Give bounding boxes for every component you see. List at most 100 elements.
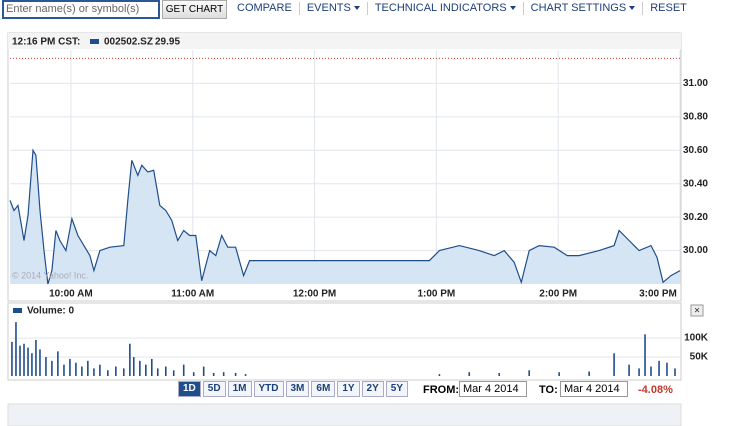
menu-item[interactable]: EVENTS — [300, 2, 368, 15]
volume-bar — [139, 360, 141, 376]
legend-value: 29.95 — [155, 37, 180, 48]
volume-bar — [145, 364, 147, 376]
y-tick-label: 30.00 — [683, 245, 708, 256]
volume-bar — [182, 364, 185, 376]
x-tick-label: 1:00 PM — [417, 289, 455, 300]
volume-bar — [628, 364, 630, 376]
x-tick-label: 10:00 AM — [49, 289, 93, 300]
volume-bar — [498, 372, 501, 376]
volume-bar — [87, 360, 89, 376]
x-tick-label: 11:00 AM — [171, 289, 214, 300]
from-label: FROM: — [423, 384, 460, 396]
menu-item[interactable]: COMPARE — [230, 2, 300, 15]
time-label: 12:16 PM CST: — [12, 37, 80, 48]
volume-bar — [613, 353, 615, 376]
range-buttons: 1D 5D 1M YTD 3M 6M 1Y 2Y 5Y — [178, 381, 409, 397]
volume-bar — [438, 374, 441, 376]
volume-bar — [558, 372, 560, 376]
volume-bar — [35, 339, 37, 376]
volume-bar — [650, 366, 652, 376]
close-icon[interactable]: × — [694, 306, 700, 317]
y-tick-label: 30.40 — [683, 178, 708, 189]
price-panel — [7, 32, 682, 302]
volume-swatch — [13, 308, 22, 313]
volume-bar — [468, 372, 471, 376]
range-button[interactable]: 5D — [202, 381, 226, 397]
range-button[interactable]: 1M — [227, 381, 252, 397]
x-tick-label: 12:00 PM — [293, 289, 336, 300]
volume-bar — [156, 368, 159, 376]
volume-bar — [11, 341, 13, 376]
volume-bar — [588, 371, 590, 376]
legend-name: 002502.SZ — [104, 37, 153, 48]
volume-bar — [107, 370, 109, 376]
menu: COMPARE EVENTS TECHNICAL INDICATORS CHAR… — [230, 2, 694, 15]
range-button[interactable]: 3M — [285, 381, 310, 397]
volume-bar — [528, 370, 530, 376]
volume-bar — [19, 345, 21, 376]
volume-bar — [23, 343, 25, 376]
volume-bar — [99, 364, 101, 376]
price-line — [9, 148, 681, 285]
volume-bar — [27, 347, 29, 376]
volume-bar — [172, 370, 175, 376]
close-button[interactable] — [690, 304, 704, 317]
volume-bar — [132, 357, 135, 376]
volume-bar — [15, 322, 17, 376]
volume-bar — [31, 353, 33, 376]
range-button[interactable]: 1D — [178, 381, 201, 397]
change: -4.08% — [638, 384, 673, 396]
range-button[interactable]: 2Y — [361, 381, 384, 397]
navigator — [7, 403, 682, 426]
volume-bar — [81, 366, 83, 376]
to-label: TO: — [539, 384, 558, 396]
volume-bar — [666, 362, 668, 376]
y-tick-label: 30.20 — [683, 212, 708, 223]
menu-item[interactable]: TECHNICAL INDICATORS — [368, 2, 524, 15]
volume-bar — [69, 358, 71, 376]
menu-item[interactable]: CHART SETTINGS — [524, 2, 644, 15]
volume-bar — [57, 351, 59, 376]
volume-bar — [122, 368, 125, 376]
volume-bar — [63, 364, 65, 376]
search-input[interactable]: Enter name(s) or symbol(s) — [2, 0, 160, 19]
get-chart-button[interactable]: GET CHART — [162, 0, 227, 19]
volume-bar — [129, 343, 131, 376]
y-tick-label: 50K — [690, 352, 709, 363]
range-button[interactable]: 5Y — [385, 381, 409, 397]
volume-bar — [93, 368, 95, 376]
menu-item[interactable]: RESET — [650, 2, 687, 14]
volume-bar — [39, 349, 41, 376]
x-tick-label: 2:00 PM — [539, 289, 577, 300]
legend-swatch — [90, 39, 99, 44]
volume-bar — [644, 334, 646, 376]
x-tick-label: 3:00 PM — [639, 289, 677, 300]
range-button[interactable]: YTD — [253, 381, 284, 397]
volume-panel — [7, 302, 682, 381]
y-tick-label: 30.60 — [683, 145, 708, 156]
to-input[interactable]: Mar 4 2014 — [560, 381, 628, 397]
range-button[interactable]: 1Y — [337, 381, 360, 397]
volume-bar — [192, 372, 195, 376]
volume-bar — [51, 360, 53, 376]
price-header — [8, 33, 681, 49]
volume-bar — [234, 372, 237, 376]
range-button[interactable]: 6M — [311, 381, 336, 397]
volume-bar — [674, 368, 676, 376]
y-tick-label: 100K — [684, 333, 709, 344]
volume-bar — [244, 374, 247, 376]
volume-bar — [222, 372, 225, 376]
volume-bar — [115, 366, 117, 376]
volume-bar — [150, 358, 153, 376]
volume-bar — [658, 360, 660, 376]
volume-legend: Volume: 0 — [27, 306, 74, 317]
price-area — [10, 150, 680, 284]
copyright: © 2014 Yahoo! Inc. — [12, 270, 88, 280]
from-input[interactable]: Mar 4 2014 — [459, 381, 527, 397]
y-tick-label: 31.00 — [683, 78, 708, 89]
volume-bar — [212, 372, 215, 376]
volume-bar — [202, 366, 205, 376]
volume-bar — [638, 368, 640, 376]
